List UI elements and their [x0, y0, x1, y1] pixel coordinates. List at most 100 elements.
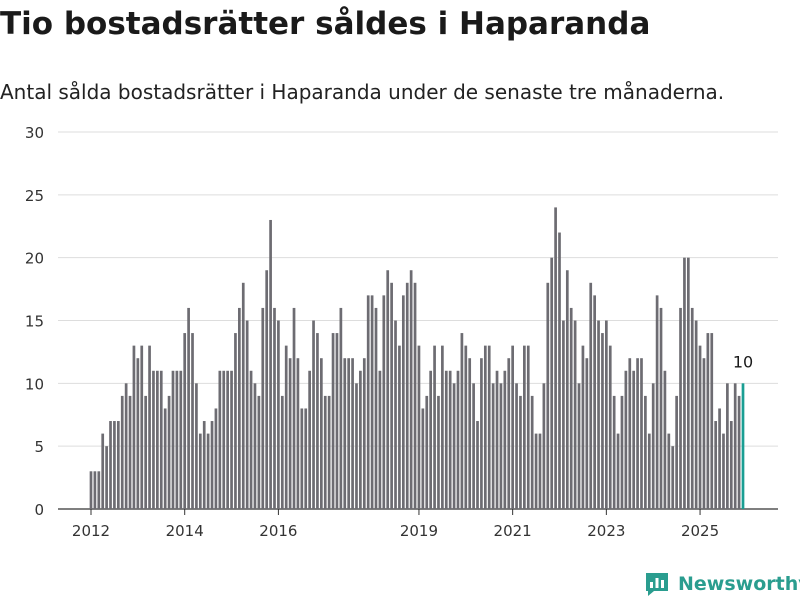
bar[interactable]: [546, 282, 550, 509]
bar[interactable]: [464, 345, 468, 509]
bar[interactable]: [390, 282, 393, 509]
bar[interactable]: [565, 270, 569, 509]
bar[interactable]: [413, 282, 417, 509]
bar[interactable]: [644, 395, 647, 509]
bar[interactable]: [608, 345, 612, 509]
bar[interactable]: [632, 370, 636, 509]
bar[interactable]: [655, 295, 659, 509]
bar[interactable]: [491, 383, 495, 509]
bar[interactable]: [304, 408, 308, 509]
bar[interactable]: [214, 408, 218, 509]
brand-logo[interactable]: Newsworthy: [644, 570, 800, 598]
bar[interactable]: [444, 370, 448, 509]
bar[interactable]: [261, 307, 265, 509]
bar[interactable]: [448, 370, 452, 509]
bar[interactable]: [495, 370, 499, 509]
bar[interactable]: [327, 395, 331, 509]
bar[interactable]: [382, 295, 386, 509]
bar[interactable]: [105, 446, 108, 509]
bar[interactable]: [425, 395, 429, 509]
bar[interactable]: [718, 408, 721, 509]
bar[interactable]: [710, 333, 714, 509]
bar[interactable]: [128, 395, 132, 509]
bar[interactable]: [683, 257, 686, 509]
bar[interactable]: [480, 358, 483, 509]
bar[interactable]: [339, 307, 343, 509]
bar[interactable]: [698, 345, 702, 509]
bar[interactable]: [280, 395, 284, 509]
bar[interactable]: [581, 345, 585, 509]
bar[interactable]: [647, 433, 651, 509]
bar[interactable]: [729, 421, 733, 509]
bar[interactable]: [89, 471, 93, 509]
bar[interactable]: [249, 370, 253, 509]
bar[interactable]: [320, 358, 323, 509]
bar[interactable]: [140, 345, 144, 509]
bar[interactable]: [296, 358, 300, 509]
bar[interactable]: [702, 358, 706, 509]
bar[interactable]: [651, 383, 655, 509]
bar[interactable]: [124, 383, 128, 509]
bar[interactable]: [562, 320, 565, 510]
bar[interactable]: [409, 270, 413, 509]
bar[interactable]: [257, 395, 261, 509]
bar[interactable]: [476, 421, 479, 509]
bar[interactable]: [468, 358, 472, 509]
bar[interactable]: [101, 433, 105, 509]
bar[interactable]: [163, 408, 167, 509]
bar[interactable]: [690, 307, 694, 509]
bar[interactable]: [230, 370, 233, 509]
bar[interactable]: [554, 207, 557, 509]
bar[interactable]: [597, 320, 600, 510]
bar[interactable]: [679, 307, 682, 509]
bar[interactable]: [238, 307, 241, 509]
bar[interactable]: [456, 370, 460, 509]
bar[interactable]: [737, 395, 741, 509]
bar[interactable]: [675, 395, 678, 509]
bar[interactable]: [628, 358, 632, 509]
bar[interactable]: [241, 282, 245, 509]
bar[interactable]: [378, 370, 382, 509]
bar[interactable]: [659, 307, 663, 509]
bar[interactable]: [620, 395, 624, 509]
bar[interactable]: [152, 370, 155, 509]
bar[interactable]: [113, 421, 116, 509]
bar[interactable]: [359, 370, 362, 509]
bar[interactable]: [284, 345, 288, 509]
bar[interactable]: [323, 395, 327, 509]
bar[interactable]: [198, 433, 202, 509]
bar[interactable]: [733, 383, 737, 509]
bar[interactable]: [273, 307, 276, 509]
bar[interactable]: [386, 270, 390, 509]
bar[interactable]: [222, 370, 226, 509]
bar[interactable]: [538, 433, 542, 509]
bar[interactable]: [312, 320, 315, 510]
bar[interactable]: [523, 345, 526, 509]
bar[interactable]: [362, 358, 366, 509]
bar[interactable]: [569, 307, 573, 509]
bar[interactable]: [526, 345, 530, 509]
bar[interactable]: [93, 471, 97, 509]
bar[interactable]: [132, 345, 136, 509]
bar[interactable]: [288, 358, 292, 509]
bar[interactable]: [202, 421, 206, 509]
bar[interactable]: [374, 307, 378, 509]
bar[interactable]: [714, 421, 718, 509]
bar[interactable]: [616, 433, 620, 509]
bar[interactable]: [179, 370, 183, 509]
bar[interactable]: [421, 408, 425, 509]
bar[interactable]: [437, 395, 440, 509]
bar[interactable]: [417, 345, 421, 509]
bar[interactable]: [499, 383, 503, 509]
bar[interactable]: [355, 383, 358, 509]
bar[interactable]: [686, 257, 690, 509]
bar[interactable]: [433, 345, 436, 509]
bar[interactable]: [148, 345, 151, 509]
bar[interactable]: [300, 408, 304, 509]
bar[interactable]: [191, 333, 194, 509]
bar[interactable]: [183, 333, 187, 509]
bar[interactable]: [550, 257, 554, 509]
bar[interactable]: [136, 358, 140, 509]
bar[interactable]: [253, 383, 257, 509]
bar[interactable]: [507, 358, 511, 509]
